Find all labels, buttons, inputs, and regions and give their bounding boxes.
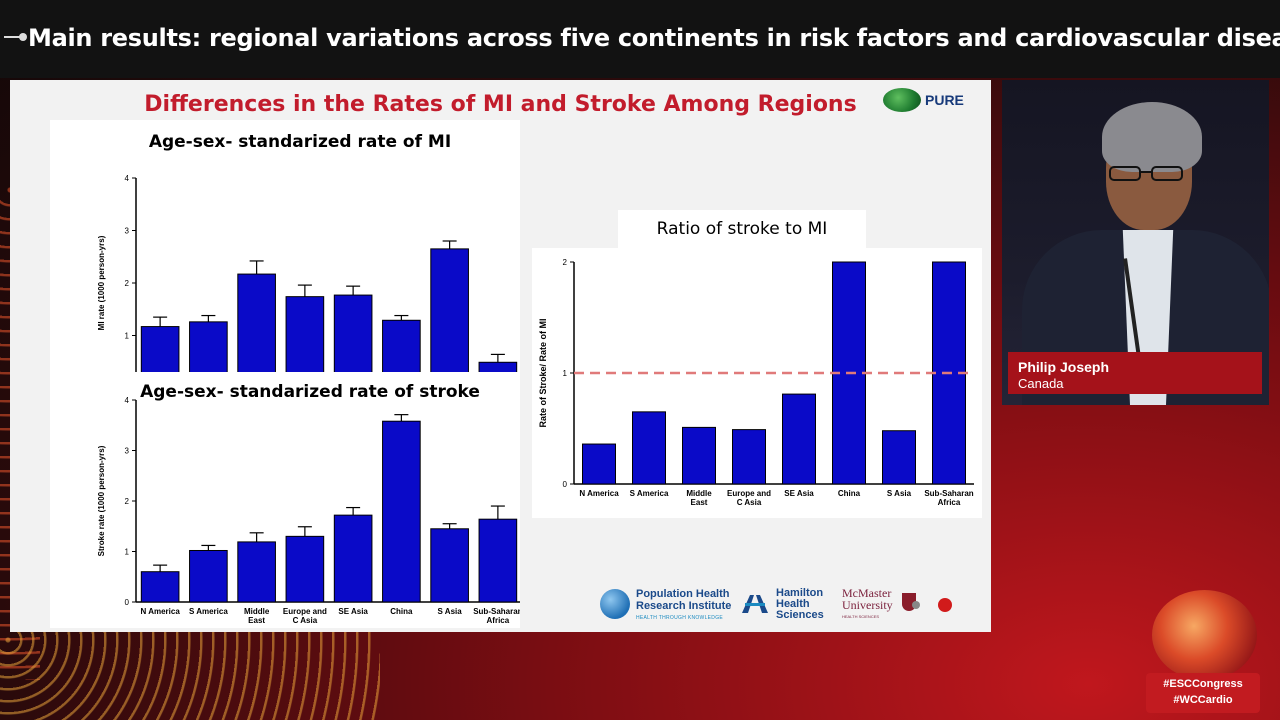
hhs-line3: Sciences	[776, 609, 824, 621]
hashtag-box: #ESCCongress #WCCardio	[1146, 673, 1260, 713]
x-tick-label: Europe and	[727, 489, 771, 498]
x-tick-label: China	[838, 489, 861, 498]
glasses-icon	[1109, 166, 1183, 181]
chart-title: Ratio of stroke to MI	[656, 219, 828, 239]
speaker-hair	[1102, 102, 1202, 172]
speaker-name: Philip Joseph	[1018, 359, 1110, 375]
bar	[140, 571, 180, 603]
x-tick-label: N America	[579, 489, 619, 498]
bar	[237, 541, 276, 603]
chart-title: Age-sex- standarized rate of stroke	[140, 382, 480, 402]
y-tick-label: 0	[563, 480, 568, 489]
speaker-country: Canada	[1018, 376, 1064, 391]
bar	[189, 549, 228, 603]
hhs-line1: Hamilton	[776, 587, 824, 599]
phri-name-line2: Research Institute	[636, 600, 732, 612]
x-tick-label: East	[248, 616, 265, 625]
stroke-mi-ratio-chart: 0 1 2 Rate of Stroke/ Rate of MI N America S …	[538, 258, 974, 507]
mcmaster-logo: McMaster University HEALTH SCIENCES	[842, 587, 893, 623]
ratio-chart-panel: 0 1 2 Rate of Stroke/ Rate of MI N America S …	[532, 248, 982, 518]
x-tick-label: SE Asia	[338, 607, 368, 616]
x-tick-label: Middle	[686, 489, 712, 498]
x-tick-label: S America	[189, 607, 228, 616]
y-tick-label: 2	[125, 279, 130, 288]
y-tick-label: 4	[125, 396, 130, 405]
presentation-slide: Differences in the Rates of MI and Strok…	[10, 80, 991, 632]
pure-logo: PURE	[883, 88, 967, 114]
hhs-mark-icon	[742, 595, 768, 613]
mcmaster-tagline: HEALTH SCIENCES	[842, 614, 880, 619]
phri-logo: Population Health Research Institute HEA…	[636, 588, 731, 624]
y-tick-label: 0	[125, 598, 130, 607]
slide-indicator	[912, 598, 962, 612]
globe-icon	[883, 88, 921, 112]
y-axis-label: Rate of Stroke/ Rate of MI	[538, 318, 548, 427]
y-tick-label: 1	[563, 369, 568, 378]
bar	[732, 429, 766, 485]
y-tick-label: 3	[125, 227, 130, 236]
mcmaster-line1: McMaster	[842, 586, 892, 600]
x-tick-label: East	[691, 498, 708, 507]
x-tick-label: C Asia	[737, 498, 762, 507]
speaker-name-plate: Philip Joseph Canada	[1008, 352, 1262, 394]
chart-title: Age-sex- standarized rate of MI	[148, 132, 452, 152]
hhs-line2: Health	[776, 598, 810, 610]
bar	[382, 420, 421, 603]
x-tick-label: Middle	[244, 607, 270, 616]
globe-icon	[600, 589, 630, 619]
mcmaster-line2: University	[842, 598, 893, 612]
slide-title: Differences in the Rates of MI and Strok…	[144, 92, 857, 117]
bar	[430, 248, 469, 389]
x-tick-label: Africa	[487, 616, 510, 625]
bar	[632, 411, 666, 485]
footer-logos: Population Health Research Institute HEA…	[600, 585, 980, 625]
esc-globe-logo	[1152, 590, 1257, 680]
ratio-title-panel: Ratio of stroke to MI	[618, 210, 866, 248]
bar	[682, 426, 716, 485]
x-tick-label: Europe and	[283, 607, 327, 616]
bullet-marker	[4, 33, 27, 41]
hhs-logo: Hamilton Health Sciences	[776, 588, 824, 621]
y-tick-label: 4	[125, 174, 130, 183]
phri-name-line1: Population Health	[636, 588, 730, 600]
stroke-rate-chart: 0 1 2 3 4 Stroke rate (1000 person-yrs) N Amer…	[97, 396, 523, 625]
x-tick-label: C Asia	[293, 616, 318, 625]
x-tick-label: Sub-Saharan	[924, 489, 973, 498]
mi-chart-panel: Age-sex- standarized rate of MI 01234MI …	[50, 120, 523, 411]
y-tick-label: 2	[125, 497, 130, 506]
bar	[782, 393, 816, 485]
bar	[237, 273, 276, 389]
y-tick-label: 3	[125, 447, 130, 456]
y-axis-label: Stroke rate (1000 person-yrs)	[97, 445, 106, 556]
y-tick-label: 2	[563, 258, 568, 267]
bar	[582, 443, 616, 485]
x-tick-label: SE Asia	[784, 489, 814, 498]
x-tick-label: Sub-Saharan	[473, 607, 520, 616]
bar	[333, 514, 373, 603]
bar	[882, 430, 916, 485]
indicator-dot	[912, 601, 920, 609]
x-tick-label: China	[390, 607, 413, 616]
x-tick-label: S America	[630, 489, 669, 498]
bar	[430, 528, 469, 603]
bar	[478, 518, 518, 603]
mi-rate-chart: 01234MI rate (1000 person-yrs)N AmericaS…	[97, 174, 523, 411]
bar	[285, 535, 325, 603]
x-tick-label: S Asia	[887, 489, 912, 498]
hashtag: #ESCCongress	[1163, 678, 1243, 690]
hashtag: #WCCardio	[1173, 694, 1233, 706]
x-tick-label: N America	[140, 607, 180, 616]
x-tick-label: Africa	[938, 498, 961, 507]
session-title: Main results: regional variations across…	[28, 24, 1280, 52]
y-axis-label: MI rate (1000 person-yrs)	[97, 235, 106, 330]
pure-logo-text: PURE	[925, 92, 964, 108]
stroke-chart-panel: Age-sex- standarized rate of stroke 0 1 2 3…	[50, 372, 523, 628]
phri-tagline: HEALTH THROUGH KNOWLEDGE	[636, 615, 724, 621]
y-tick-label: 1	[125, 332, 130, 341]
y-tick-label: 1	[125, 548, 130, 557]
x-tick-label: S Asia	[438, 607, 463, 616]
title-bar: Main results: regional variations across…	[0, 0, 1280, 78]
indicator-dot-active	[938, 598, 952, 612]
decorative-particles	[0, 632, 380, 720]
